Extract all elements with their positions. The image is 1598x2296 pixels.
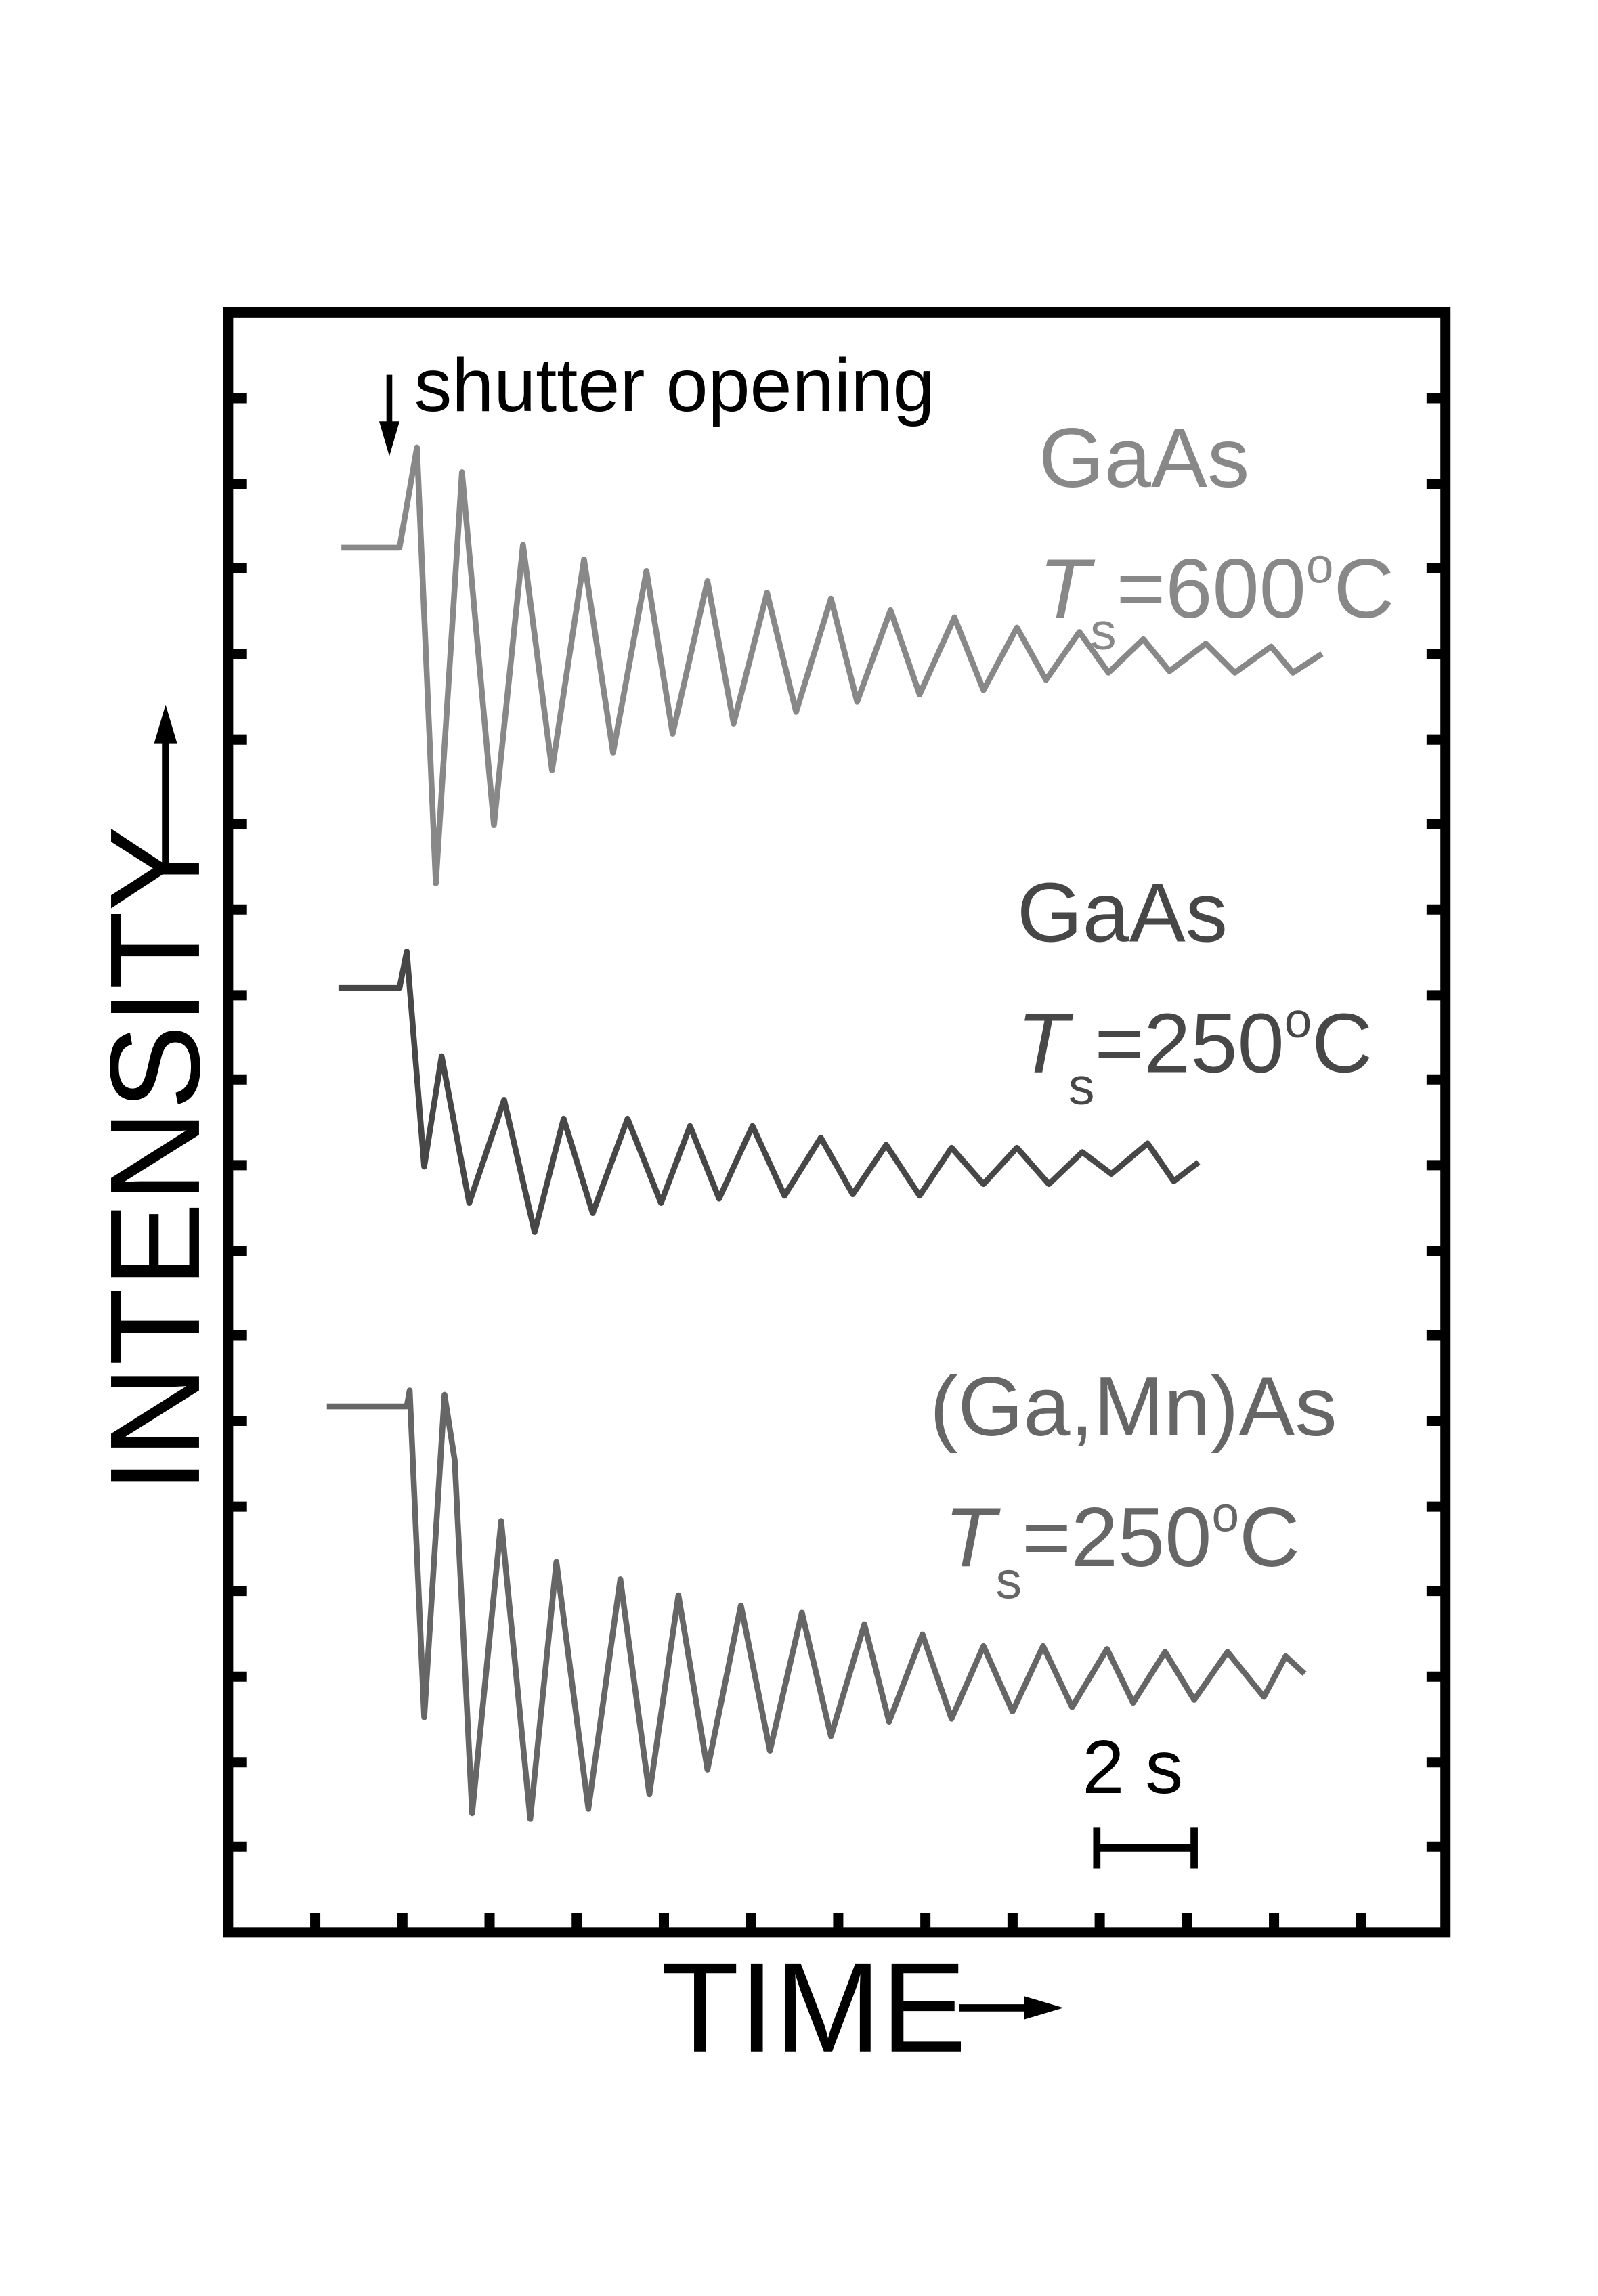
x-axis-arrow-head [1024,1996,1064,2020]
y-axis-arrow-head [154,704,177,744]
temperature-subscript: s [996,1551,1022,1609]
temperature-unit: C [1239,1490,1300,1584]
series-label: (Ga,Mn)As [930,1360,1337,1454]
temperature-unit: C [1312,997,1373,1091]
series-line [338,949,1201,1235]
temperature-symbol: T [945,1490,1001,1584]
shutter-arrow-head [379,421,400,456]
shutter-label: shutter opening [414,343,934,427]
temperature-value: =250 [1022,1490,1211,1584]
series-label: GaAs [1017,865,1228,959]
temperature-subscript: s [1090,603,1117,661]
temperature-unit: C [1333,542,1394,636]
temperature-label: Ts=250oC [945,1488,1300,1610]
temperature-label: Ts=250oC [1017,993,1373,1116]
temperature-label: Ts=600oC [1039,538,1394,661]
series-line [326,1387,1307,1822]
temperature-superscript: o [1306,538,1334,593]
series-label: GaAs [1039,411,1249,505]
scale-bar-label: 2 s [1082,1725,1183,1809]
series-line [341,444,1324,886]
temperature-superscript: o [1284,993,1312,1048]
temperature-value: =600 [1117,542,1306,636]
temperature-symbol: T [1017,997,1074,1091]
temperature-superscript: o [1211,1488,1239,1542]
x-axis-label: TIME [661,1936,966,2079]
temperature-subscript: s [1068,1058,1095,1116]
y-axis-label: INTENSITY [84,826,227,1494]
temperature-value: =250 [1094,997,1284,1091]
scale-bar [1093,1827,1198,1869]
temperature-symbol: T [1039,542,1096,636]
